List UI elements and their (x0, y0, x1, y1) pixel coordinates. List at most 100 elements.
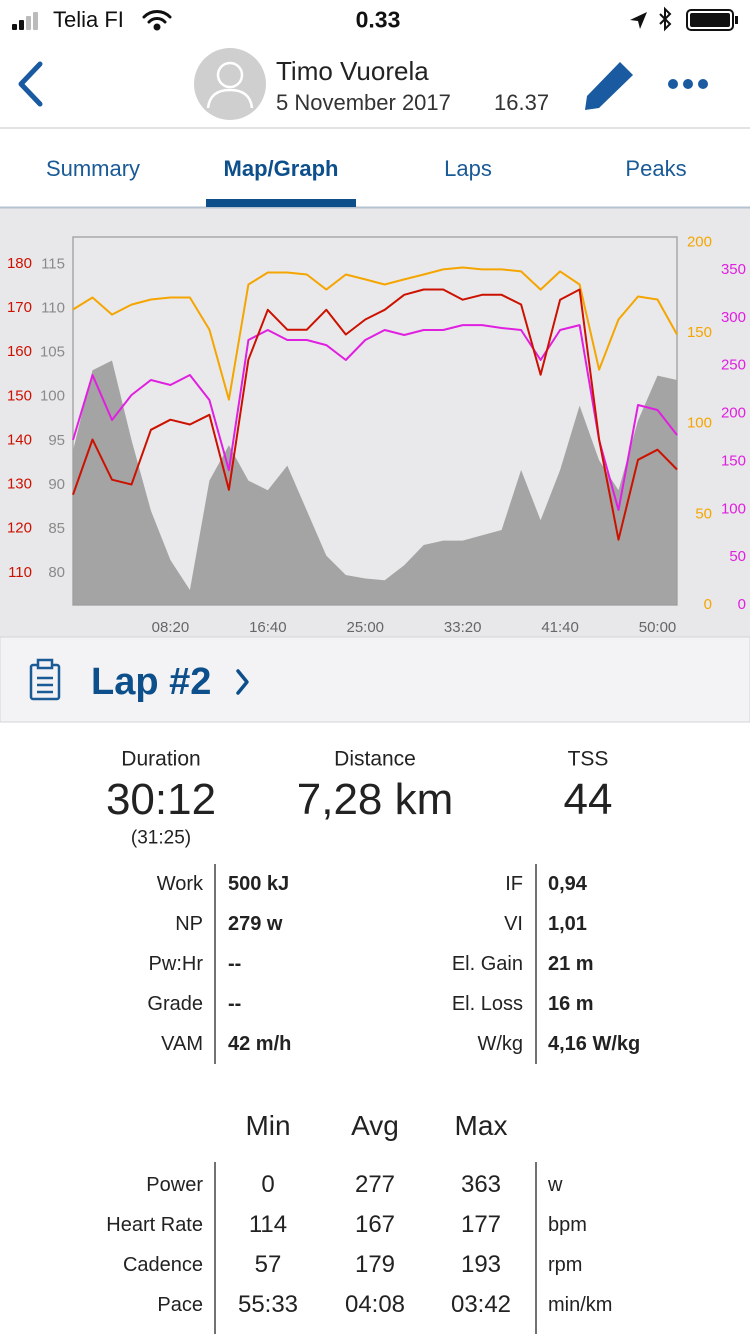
detail-label: VI (504, 913, 523, 935)
series-line (72, 288, 678, 541)
location-icon (630, 12, 647, 29)
clipboard-icon (29, 658, 61, 701)
metric-value: 179 (354, 1251, 396, 1278)
series-line (72, 324, 678, 511)
active-tab-indicator (206, 199, 356, 207)
metric-value: 277 (354, 1171, 396, 1198)
total-label: Distance (334, 747, 416, 771)
y-tick-label: 90 (48, 476, 65, 493)
y-tick-label: 130 (7, 476, 32, 493)
carrier: Telia FI (53, 7, 124, 32)
column-header: Avg (351, 1110, 399, 1141)
y-tick-label: 105 (40, 344, 65, 361)
elevation-area (73, 360, 677, 605)
metric-label: Power (146, 1174, 203, 1196)
metric-value: 167 (354, 1211, 396, 1238)
clock: 0.33 (355, 6, 401, 33)
y-tick-label: 100 (721, 500, 746, 517)
detail-value: 21 m (548, 953, 594, 975)
detail-label: El. Gain (451, 953, 523, 975)
metric-value: 193 (460, 1251, 502, 1278)
y-tick-label: 115 (41, 255, 65, 272)
detail-label: El. Loss (451, 993, 523, 1015)
detail-label: VAM (161, 1033, 203, 1055)
lap-chevron (236, 669, 249, 695)
metric-value: 04:08 (344, 1291, 406, 1318)
metric-label: Pace (157, 1294, 203, 1316)
metric-value: 363 (460, 1171, 502, 1198)
detail-label: Grade (147, 993, 203, 1015)
chart: 110 120 130 140 150 160 170 180 80 85 90 95 100 105 11… (7, 233, 746, 636)
detail-value: 500 kJ (228, 873, 290, 895)
column-header: Min (245, 1110, 291, 1141)
y-tick-label: 200 (721, 405, 746, 422)
y-tick-label: 150 (721, 452, 746, 469)
y-tick-label: 110 (41, 299, 65, 316)
tab[interactable]: Laps (444, 156, 492, 181)
series-line (72, 266, 678, 401)
athlete-name: Timo Vuorela (276, 56, 429, 86)
metric-value: 0 (261, 1171, 275, 1198)
x-tick-label: 16:40 (249, 619, 287, 636)
avatar (194, 48, 266, 120)
total-sub: (31:25) (130, 827, 192, 849)
y-tick-label: 180 (7, 255, 32, 272)
metric-unit: bpm (548, 1214, 587, 1236)
lap-title[interactable]: Lap #2 (91, 661, 212, 703)
lap-row[interactable] (0, 636, 750, 723)
y-tick-label: 100 (687, 415, 712, 432)
y-tick-label: 170 (7, 299, 32, 316)
y-tick-label: 110 (8, 564, 32, 581)
detail-label: IF (505, 873, 523, 895)
metric-unit: rpm (548, 1254, 583, 1276)
tab[interactable]: Peaks (625, 156, 687, 181)
y-tick-label: 0 (704, 596, 712, 613)
back-button[interactable] (18, 61, 43, 107)
detail-label: Pw:Hr (148, 953, 203, 975)
detail-label: NP (175, 913, 203, 935)
metric-value: 114 (248, 1211, 288, 1238)
detail-value: 279 w (228, 913, 283, 935)
table-dividers (214, 864, 537, 1334)
detail-value: 42 m/h (228, 1033, 292, 1055)
metric-unit: min/km (548, 1294, 613, 1316)
total-value: 30:12 (105, 775, 217, 824)
metric-label: Heart Rate (106, 1214, 203, 1236)
x-tick-label: 33:20 (444, 619, 482, 636)
y-tick-label: 95 (48, 432, 65, 449)
x-tick-label: 50:00 (639, 619, 677, 636)
more-button[interactable] (668, 79, 708, 89)
y-tick-label: 350 (721, 261, 746, 278)
detail-value: 1,01 (548, 913, 587, 935)
y-tick-label: 150 (687, 324, 712, 341)
detail-value: 0,94 (548, 873, 587, 895)
metric-value: 03:42 (450, 1291, 512, 1318)
y-tick-label: 150 (7, 387, 32, 404)
x-tick-label: 25:00 (346, 619, 384, 636)
metric-label: Cadence (122, 1254, 203, 1276)
metric-value: 57 (254, 1251, 282, 1278)
tab[interactable]: Summary (45, 156, 141, 181)
wifi-icon (142, 10, 172, 31)
y-tick-label: 200 (687, 233, 712, 250)
total-label: Duration (121, 747, 201, 771)
workout-date: 5 November 2017 (276, 90, 451, 115)
tab[interactable]: Map/Graph (223, 156, 339, 181)
edit-button[interactable] (585, 62, 633, 110)
detail-label: Work (156, 873, 203, 895)
total-value: 44 (563, 775, 613, 824)
y-tick-label: 250 (721, 357, 746, 374)
y-tick-label: 80 (48, 564, 65, 581)
y-tick-label: 120 (7, 520, 32, 537)
y-tick-label: 160 (7, 343, 32, 360)
y-tick-label: 50 (729, 548, 746, 565)
y-tick-label: 140 (7, 431, 32, 448)
y-tick-label: 0 (738, 596, 746, 613)
metric-value: 55:33 (237, 1291, 299, 1318)
x-tick-label: 41:40 (541, 619, 579, 636)
column-header: Max (454, 1110, 508, 1141)
y-tick-label: 300 (721, 309, 746, 326)
detail-value: 16 m (548, 993, 594, 1015)
total-label: TSS (567, 747, 609, 771)
